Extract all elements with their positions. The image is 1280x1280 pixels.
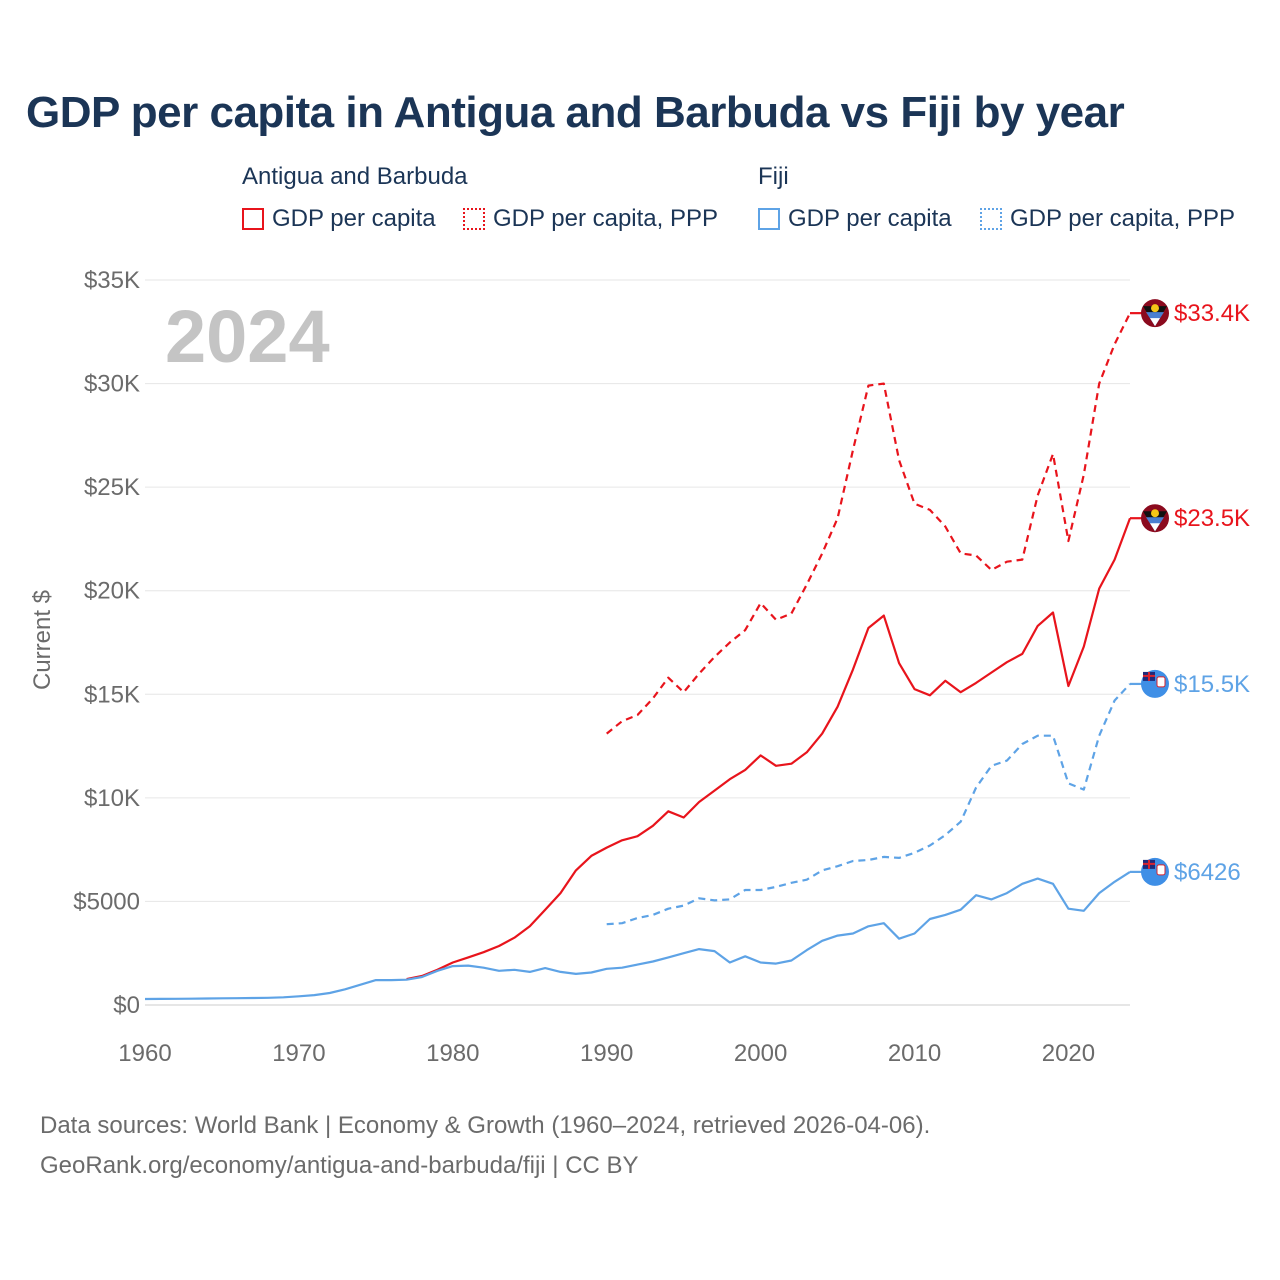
y-tick-label: $10K	[84, 785, 140, 812]
end-value-label: $15.5K	[1174, 671, 1250, 698]
year-watermark: 2024	[165, 295, 330, 378]
source-line-1: Data sources: World Bank | Economy & Gro…	[40, 1112, 931, 1139]
legend-label: GDP per capita	[788, 205, 952, 232]
end-value-label: $6426	[1174, 859, 1241, 886]
y-tick-label: $30K	[84, 371, 140, 398]
legend-item-fiji-ppp[interactable]: GDP per capita, PPP	[980, 205, 1235, 233]
legend-group-antigua: Antigua and Barbuda	[242, 163, 468, 190]
y-tick-label: $0	[113, 992, 140, 1019]
y-tick-label: $20K	[84, 578, 140, 605]
y-tick-label: $5000	[73, 888, 140, 915]
series-lines	[144, 312, 1132, 1001]
legend-item-antigua-gdp[interactable]: GDP per capita	[242, 205, 436, 233]
x-tick-label: 1960	[118, 1040, 171, 1067]
legend-swatch-solid-blue	[758, 208, 780, 230]
y-axis-label: Current $	[29, 590, 56, 690]
x-tick-label: 1980	[426, 1040, 479, 1067]
fiji-flag-icon	[1141, 669, 1169, 698]
x-tick-label: 2010	[888, 1040, 941, 1067]
legend-label: GDP per capita, PPP	[1010, 205, 1235, 232]
x-tick-label: 1990	[580, 1040, 633, 1067]
legend-swatch-solid-red	[242, 208, 264, 230]
series-line-fiji-ppp	[606, 683, 1131, 926]
x-tick-label: 2020	[1042, 1040, 1095, 1067]
y-tick-label: $15K	[84, 681, 140, 708]
legend-label: GDP per capita, PPP	[493, 205, 718, 232]
antigua-flag-icon	[1141, 504, 1169, 533]
legend-group-fiji: Fiji	[758, 163, 789, 190]
legend-label: GDP per capita	[272, 205, 436, 232]
legend-swatch-dotted-blue	[980, 208, 1002, 230]
series-line-antigua-gdp	[406, 517, 1132, 981]
x-tick-label: 2000	[734, 1040, 787, 1067]
end-markers: $23.5K $33.4K $6426 $15.5K	[1130, 299, 1250, 886]
antigua-flag-icon	[1141, 299, 1169, 328]
x-axis-ticks: 1960 1970 1980 1990 2000 2010 2020	[118, 1040, 1095, 1067]
y-tick-label: $25K	[84, 474, 140, 501]
legend-item-antigua-ppp[interactable]: GDP per capita, PPP	[463, 205, 718, 233]
chart-title: GDP per capita in Antigua and Barbuda vs…	[26, 88, 1125, 137]
y-axis-ticks: $0 $5000 $10K $15K $20K $25K $30K $35K	[73, 267, 140, 1019]
fiji-flag-icon	[1141, 857, 1169, 886]
y-tick-label: $35K	[84, 267, 140, 294]
end-value-label: $33.4K	[1174, 300, 1250, 327]
source-note: Data sources: World Bank | Economy & Gro…	[40, 1106, 930, 1186]
x-tick-label: 1970	[272, 1040, 325, 1067]
legend-item-fiji-gdp[interactable]: GDP per capita	[758, 205, 952, 233]
series-line-fiji-gdp	[144, 870, 1131, 1001]
end-value-label: $23.5K	[1174, 505, 1250, 532]
grid-lines	[145, 279, 1130, 1006]
series-line-antigua-ppp	[606, 312, 1131, 735]
legend-swatch-dotted-red	[463, 208, 485, 230]
source-line-2[interactable]: GeoRank.org/economy/antigua-and-barbuda/…	[40, 1152, 639, 1179]
